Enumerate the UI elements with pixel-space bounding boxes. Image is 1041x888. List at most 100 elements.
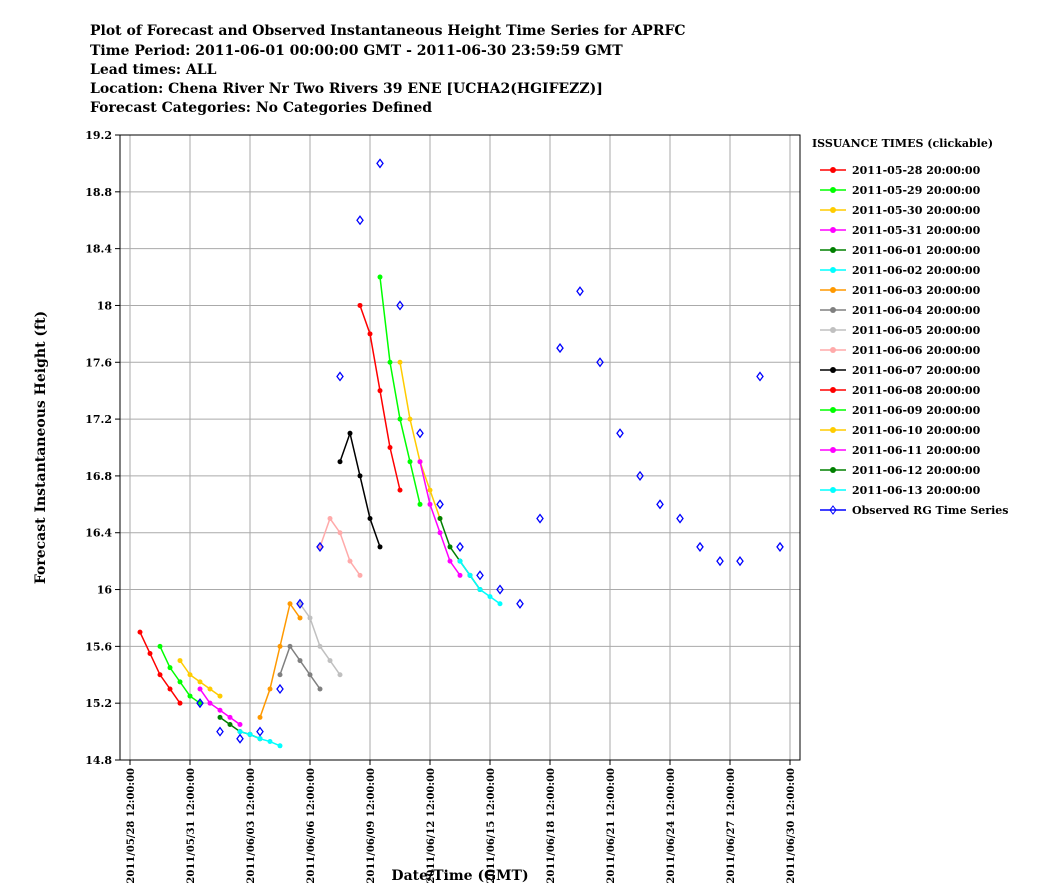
data-point	[177, 700, 183, 706]
data-point	[357, 302, 363, 308]
data-point	[656, 499, 664, 510]
x-tick-label: 2011/05/31 12:00:00	[186, 768, 197, 884]
data-point	[536, 513, 544, 524]
data-point	[316, 541, 324, 553]
legend-marker	[830, 307, 836, 313]
legend-label: 2011-05-29 20:00:00	[852, 184, 981, 197]
data-point	[397, 487, 403, 493]
data-point	[207, 686, 213, 692]
data-point	[237, 721, 243, 727]
legend-label: 2011-06-05 20:00:00	[852, 324, 981, 337]
data-point	[407, 416, 413, 422]
data-point	[676, 513, 684, 524]
legend-item[interactable]: 2011-06-11 20:00:00	[820, 444, 981, 457]
legend-item[interactable]: 2011-06-10 20:00:00	[820, 424, 981, 437]
data-point	[357, 473, 363, 479]
legend-label: 2011-06-11 20:00:00	[852, 444, 981, 457]
data-point	[397, 359, 403, 365]
x-tick-label: 2011/06/30 12:00:00	[786, 768, 797, 884]
legend-label: 2011-06-01 20:00:00	[852, 244, 981, 257]
x-tick-label: 2011/06/27 12:00:00	[726, 768, 737, 884]
plot-frame	[119, 134, 801, 761]
data-point	[177, 658, 183, 664]
legend-item[interactable]: 2011-06-04 20:00:00	[820, 304, 981, 317]
data-point	[187, 672, 193, 678]
legend-item[interactable]: 2011-05-28 20:00:00	[820, 164, 981, 177]
data-point	[296, 598, 304, 609]
data-point	[397, 416, 403, 422]
legend-item[interactable]: 2011-06-09 20:00:00	[820, 404, 981, 417]
data-point	[317, 686, 323, 692]
legend-item[interactable]: 2011-06-02 20:00:00	[820, 264, 981, 277]
data-point	[376, 158, 384, 169]
data-point	[367, 516, 373, 522]
legend-item[interactable]: 2011-05-29 20:00:00	[820, 184, 981, 197]
data-point	[377, 388, 383, 394]
chart-title: Plot of Forecast and Observed Instantane…	[90, 23, 686, 39]
y-tick-label: 19.2	[85, 129, 112, 142]
legend-title: ISSUANCE TIMES (clickable)	[812, 137, 993, 150]
data-point	[187, 693, 193, 699]
legend-marker	[830, 427, 836, 433]
data-point	[476, 570, 484, 581]
legend-item[interactable]: 2011-06-13 20:00:00	[820, 484, 981, 497]
y-tick-label: 17.6	[85, 356, 112, 369]
data-point	[756, 371, 764, 382]
legend-item[interactable]: 2011-06-12 20:00:00	[820, 464, 981, 477]
data-point	[636, 470, 644, 481]
data-point	[297, 615, 303, 621]
data-point	[257, 736, 263, 742]
data-point	[196, 698, 204, 709]
data-point	[437, 516, 443, 522]
legend-marker	[830, 247, 836, 253]
legend-label: 2011-05-31 20:00:00	[852, 224, 981, 237]
data-point	[716, 556, 724, 567]
x-tick-label: 2011/05/28 12:00:00	[126, 768, 137, 884]
data-point	[287, 643, 293, 649]
data-point	[457, 558, 463, 564]
legend-label: 2011-06-07 20:00:00	[852, 364, 981, 377]
legend-item[interactable]: 2011-05-30 20:00:00	[820, 204, 981, 217]
legend-item[interactable]: 2011-06-07 20:00:00	[820, 364, 981, 377]
data-point	[307, 672, 313, 678]
legend-label: 2011-06-03 20:00:00	[852, 284, 981, 297]
legend-marker	[830, 187, 836, 193]
data-point	[277, 672, 283, 678]
legend-marker	[830, 487, 836, 493]
y-tick-label: 18	[97, 299, 113, 312]
x-tick-label: 2011/06/15 12:00:00	[486, 768, 497, 884]
data-point	[396, 300, 404, 311]
legend-label: 2011-05-28 20:00:00	[852, 164, 981, 177]
data-point	[256, 726, 264, 737]
data-point	[167, 686, 173, 692]
legend-label: 2011-06-08 20:00:00	[852, 384, 981, 397]
data-point	[267, 739, 273, 745]
x-tick-label: 2011/06/09 12:00:00	[366, 768, 377, 884]
legend-item[interactable]: 2011-05-31 20:00:00	[820, 224, 981, 237]
data-point	[487, 594, 493, 600]
legend-item[interactable]: 2011-06-03 20:00:00	[820, 284, 981, 297]
legend-item[interactable]: 2011-06-06 20:00:00	[820, 344, 981, 357]
data-point	[277, 743, 283, 749]
data-point	[477, 587, 483, 593]
legend-item[interactable]: 2011-06-01 20:00:00	[820, 244, 981, 257]
legend-item[interactable]: 2011-06-08 20:00:00	[820, 384, 981, 397]
data-point	[456, 541, 464, 553]
data-point	[147, 650, 153, 656]
data-point	[427, 487, 433, 493]
data-point	[417, 501, 423, 507]
x-tick-label: 2011/06/03 12:00:00	[246, 768, 257, 884]
legend-label: 2011-06-02 20:00:00	[852, 264, 981, 277]
data-point	[497, 601, 503, 607]
legend-label: 2011-05-30 20:00:00	[852, 204, 981, 217]
data-point	[616, 428, 624, 439]
data-point	[227, 714, 233, 720]
data-point	[236, 733, 244, 744]
legend-label: 2011-06-13 20:00:00	[852, 484, 981, 497]
data-point	[337, 672, 343, 678]
data-point	[267, 686, 273, 692]
legend-item[interactable]: 2011-06-05 20:00:00	[820, 324, 981, 337]
legend-label: Observed RG Time Series	[852, 504, 1008, 517]
data-point	[407, 459, 413, 465]
legend-item[interactable]: Observed RG Time Series	[820, 504, 1008, 517]
